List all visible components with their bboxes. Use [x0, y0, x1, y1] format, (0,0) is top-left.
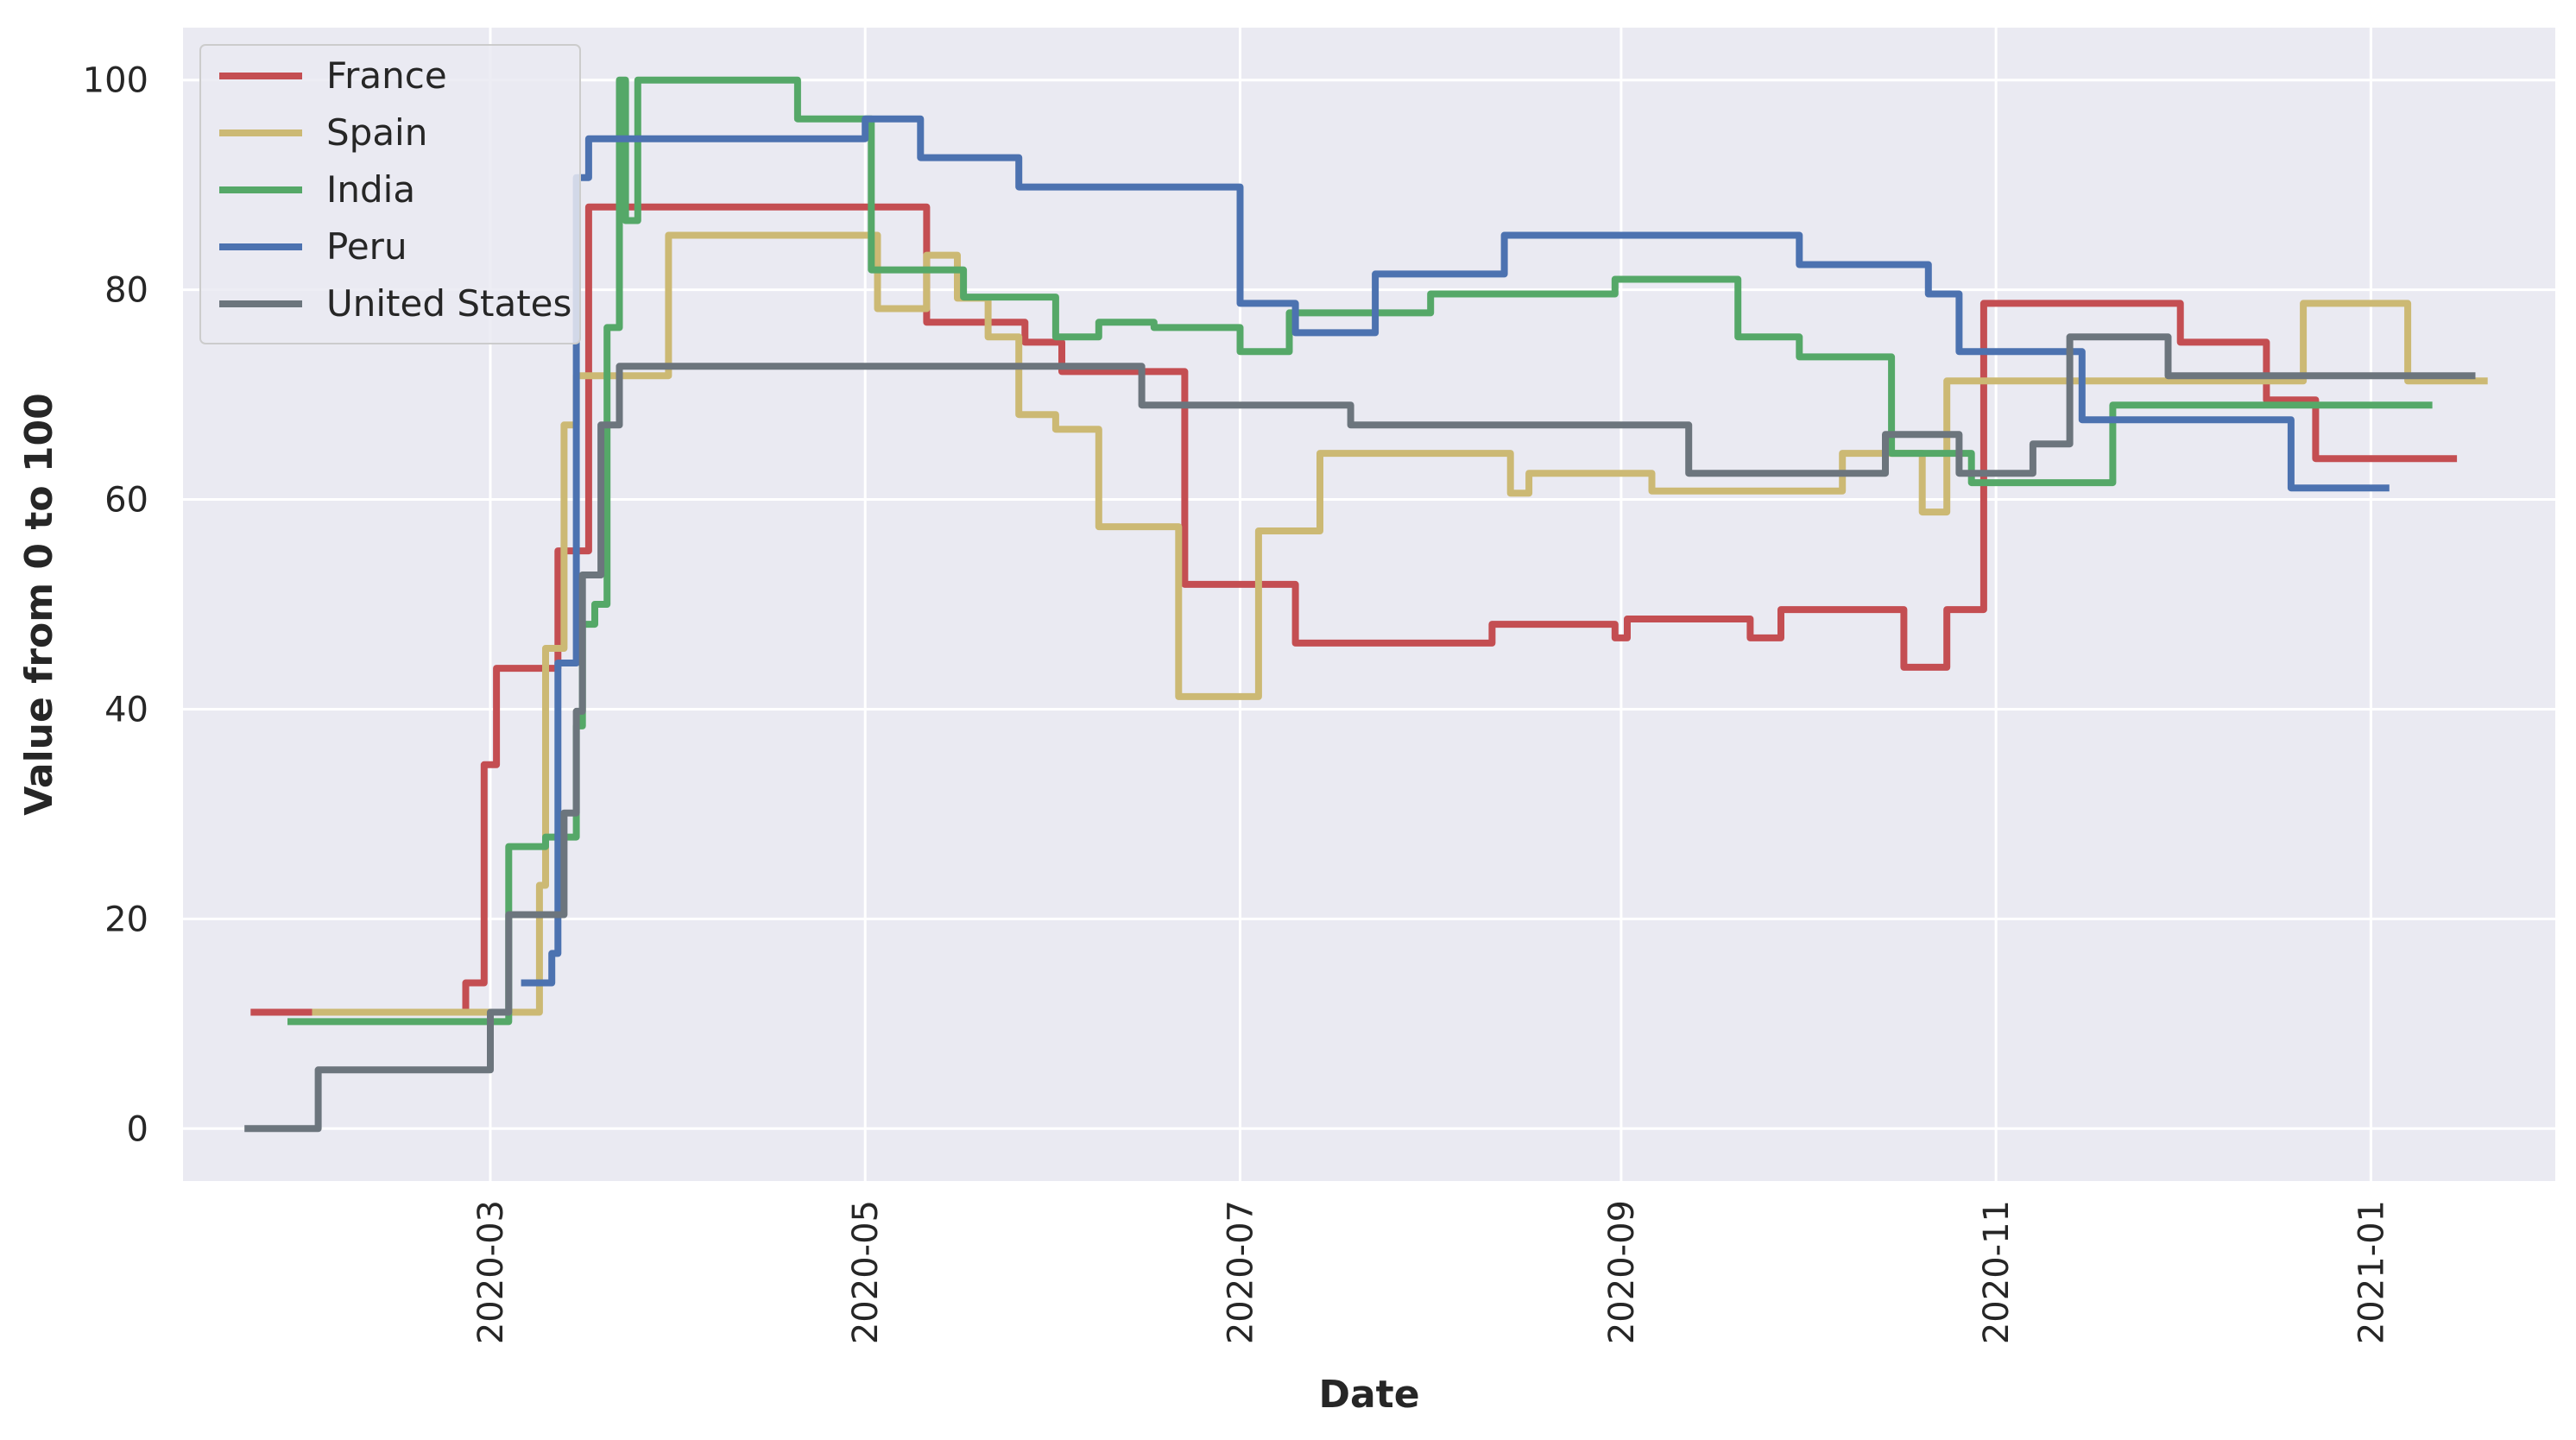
y-tick-label: 40: [104, 690, 148, 729]
legend-label: India: [326, 168, 415, 211]
legend-label: Peru: [326, 225, 407, 268]
x-tick-label: 2020-05: [846, 1200, 886, 1344]
x-tick-label: 2020-03: [471, 1200, 511, 1344]
legend-box: [199, 44, 581, 344]
legend-label: Spain: [326, 111, 427, 154]
legend: France Spain India Peru United States: [199, 44, 581, 344]
x-tick-label: 2020-07: [1221, 1200, 1260, 1344]
legend-label: United States: [326, 282, 571, 325]
y-tick-label: 60: [104, 481, 148, 521]
series-lines: [244, 76, 2488, 1133]
y-tick-label: 100: [83, 61, 148, 101]
y-tick-label: 0: [127, 1109, 148, 1149]
legend-label: France: [326, 54, 447, 97]
y-axis-title: Value from 0 to 100: [17, 393, 61, 816]
tick-labels: 0 20 40 60 80 100 2020-03 2020-05 2020-07 2020-09…: [83, 61, 2392, 1344]
x-tick-label: 2020-09: [1602, 1200, 1642, 1344]
series-line-peru: [521, 115, 2390, 987]
y-tick-label: 20: [104, 900, 148, 939]
y-tick-label: 80: [104, 271, 148, 311]
x-axis-title: Date: [1318, 1373, 1419, 1417]
x-tick-label: 2020-11: [1977, 1200, 2017, 1344]
series-line-united-states: [244, 333, 2476, 1133]
x-tick-label: 2021-01: [2352, 1200, 2391, 1344]
